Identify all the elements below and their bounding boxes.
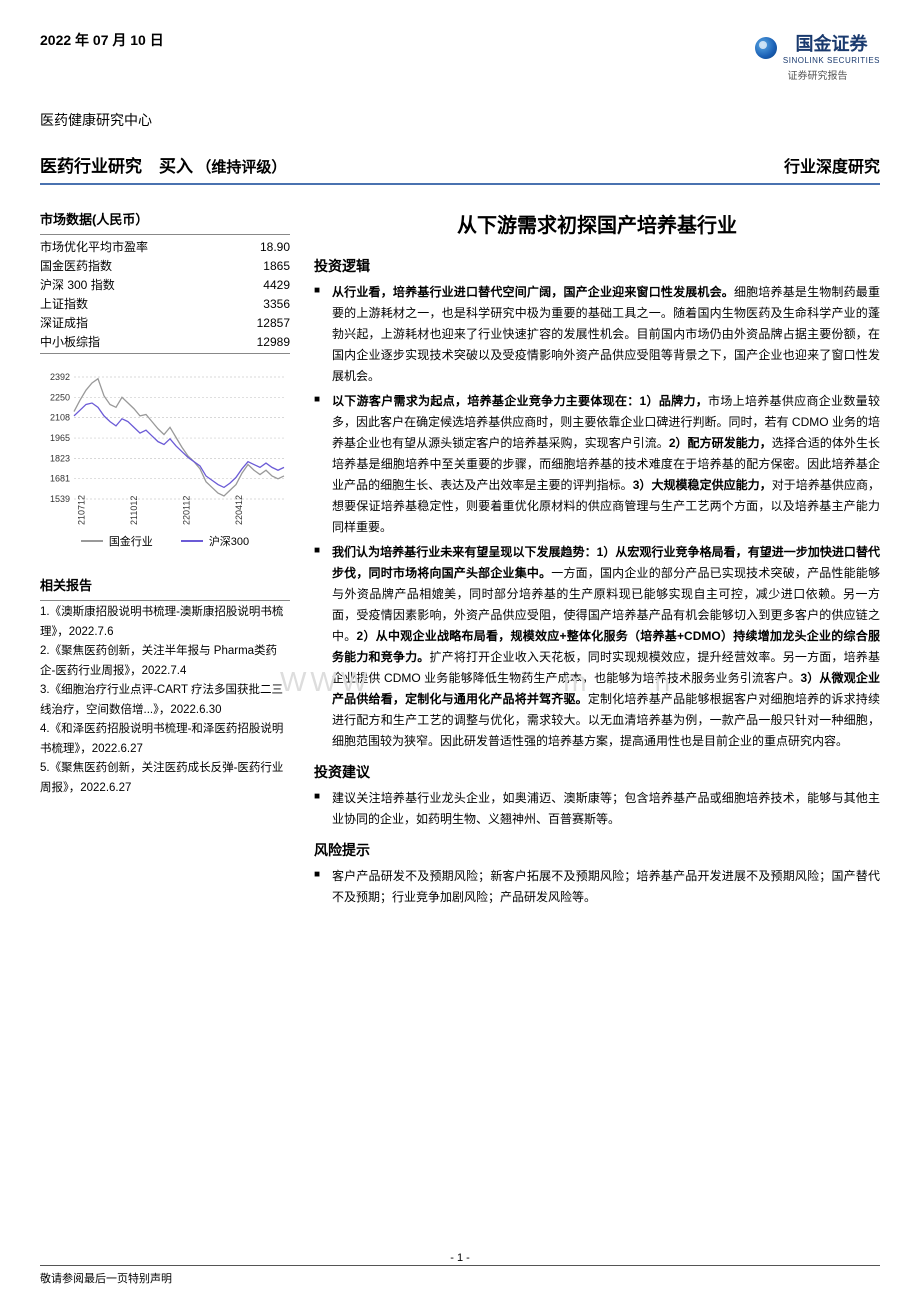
report-type: 行业深度研究	[784, 153, 880, 177]
bullet-item: 从行业看，培养基行业进口替代空间广阔，国产企业迎来窗口性发展机会。细胞培养基是生…	[314, 282, 880, 387]
market-row: 国金医药指数1865	[40, 256, 290, 275]
legend-item: 国金行业	[81, 533, 153, 549]
bullet-item: 建议关注培养基行业龙头企业，如奥浦迈、澳斯康等；包含培养基产品或细胞培养技术，能…	[314, 788, 880, 830]
research-center-name: 医药健康研究中心	[40, 110, 880, 130]
svg-text:2250: 2250	[50, 392, 70, 402]
market-row: 市场优化平均市盈率18.90	[40, 237, 290, 256]
legend-item: 沪深300	[181, 533, 249, 549]
related-report-item: 5.《聚焦医药创新，关注医药成长反弹-医药行业周报》，2022.6.27	[40, 759, 290, 798]
main-title: 从下游需求初探国产培养基行业	[314, 209, 880, 238]
logo-subtitle: 证券研究报告	[755, 67, 880, 82]
related-report-item: 1.《澳斯康招股说明书梳理-澳斯康招股说明书梳理》，2022.7.6	[40, 603, 290, 642]
market-data-table: 市场优化平均市盈率18.90国金医药指数1865沪深 300 指数4429上证指…	[40, 237, 290, 351]
related-report-item: 2.《聚焦医药创新，关注半年报与 Pharma类药企-医药行业周报》，2022.…	[40, 642, 290, 681]
related-report-item: 4.《和泽医药招股说明书梳理-和泽医药招股说明书梳理》，2022.6.27	[40, 720, 290, 759]
svg-text:1539: 1539	[50, 494, 70, 504]
svg-text:2108: 2108	[50, 413, 70, 423]
bullet-item: 以下游客户需求为起点，培养基企业竞争力主要体现在：1）品牌力，市场上培养基供应商…	[314, 391, 880, 538]
svg-text:211012: 211012	[129, 496, 139, 525]
risk-list: 客户产品研发不及预期风险；新客户拓展不及预期风险；培养基产品开发进展不及预期风险…	[314, 866, 880, 908]
index-chart: 2392 2250 2108 1965 1823 1681 1539 210712 211012…	[40, 372, 290, 549]
industry-title: 医药行业研究 买入	[40, 157, 193, 176]
company-logo-block: 国金证券 SINOLINK SECURITIES 证券研究报告	[755, 30, 880, 82]
market-data-title: 市场数据(人民币）	[40, 209, 290, 228]
svg-text:1681: 1681	[50, 474, 70, 484]
svg-text:220412: 220412	[234, 495, 244, 525]
logo-icon	[755, 37, 777, 59]
rating: （维持评级）	[196, 159, 286, 176]
divider	[40, 600, 290, 601]
title-bar: 医药行业研究 买入 （维持评级） 行业深度研究	[40, 152, 880, 185]
market-row: 沪深 300 指数4429	[40, 275, 290, 294]
market-row: 深证成指12857	[40, 313, 290, 332]
market-row: 中小板综指12989	[40, 332, 290, 351]
logo-text-en: SINOLINK SECURITIES	[783, 56, 880, 65]
svg-text:220112: 220112	[182, 496, 192, 525]
related-reports-title: 相关报告	[40, 575, 290, 594]
logo-text-cn: 国金证券	[783, 30, 880, 56]
page-footer: - 1 - 敬请参阅最后一页特别声明	[40, 1265, 880, 1286]
bullet-item: 我们认为培养基行业未来有望呈现以下发展趋势：1）从宏观行业竞争格局看，有望进一步…	[314, 542, 880, 752]
footer-disclaimer: 敬请参阅最后一页特别声明	[40, 1270, 172, 1286]
svg-text:2392: 2392	[50, 372, 70, 382]
related-report-item: 3.《细胞治疗行业点评-CART 疗法多国获批二三线治疗，空间数倍增...》，2…	[40, 681, 290, 720]
section-investment-logic: 投资逻辑	[314, 256, 880, 276]
svg-text:1823: 1823	[50, 453, 70, 463]
divider	[40, 353, 290, 354]
related-reports-list: 1.《澳斯康招股说明书梳理-澳斯康招股说明书梳理》，2022.7.62.《聚焦医…	[40, 603, 290, 798]
divider	[40, 234, 290, 235]
svg-text:1965: 1965	[50, 433, 70, 443]
investment-advice-list: 建议关注培养基行业龙头企业，如奥浦迈、澳斯康等；包含培养基产品或细胞培养技术，能…	[314, 788, 880, 830]
investment-logic-list: 从行业看，培养基行业进口替代空间广阔，国产企业迎来窗口性发展机会。细胞培养基是生…	[314, 282, 880, 752]
section-risk: 风险提示	[314, 840, 880, 860]
svg-text:210712: 210712	[77, 495, 87, 525]
section-investment-advice: 投资建议	[314, 762, 880, 782]
market-row: 上证指数3356	[40, 294, 290, 313]
bullet-item: 客户产品研发不及预期风险；新客户拓展不及预期风险；培养基产品开发进展不及预期风险…	[314, 866, 880, 908]
page-number: - 1 -	[450, 1252, 470, 1264]
report-date: 2022 年 07 月 10 日	[40, 30, 164, 50]
